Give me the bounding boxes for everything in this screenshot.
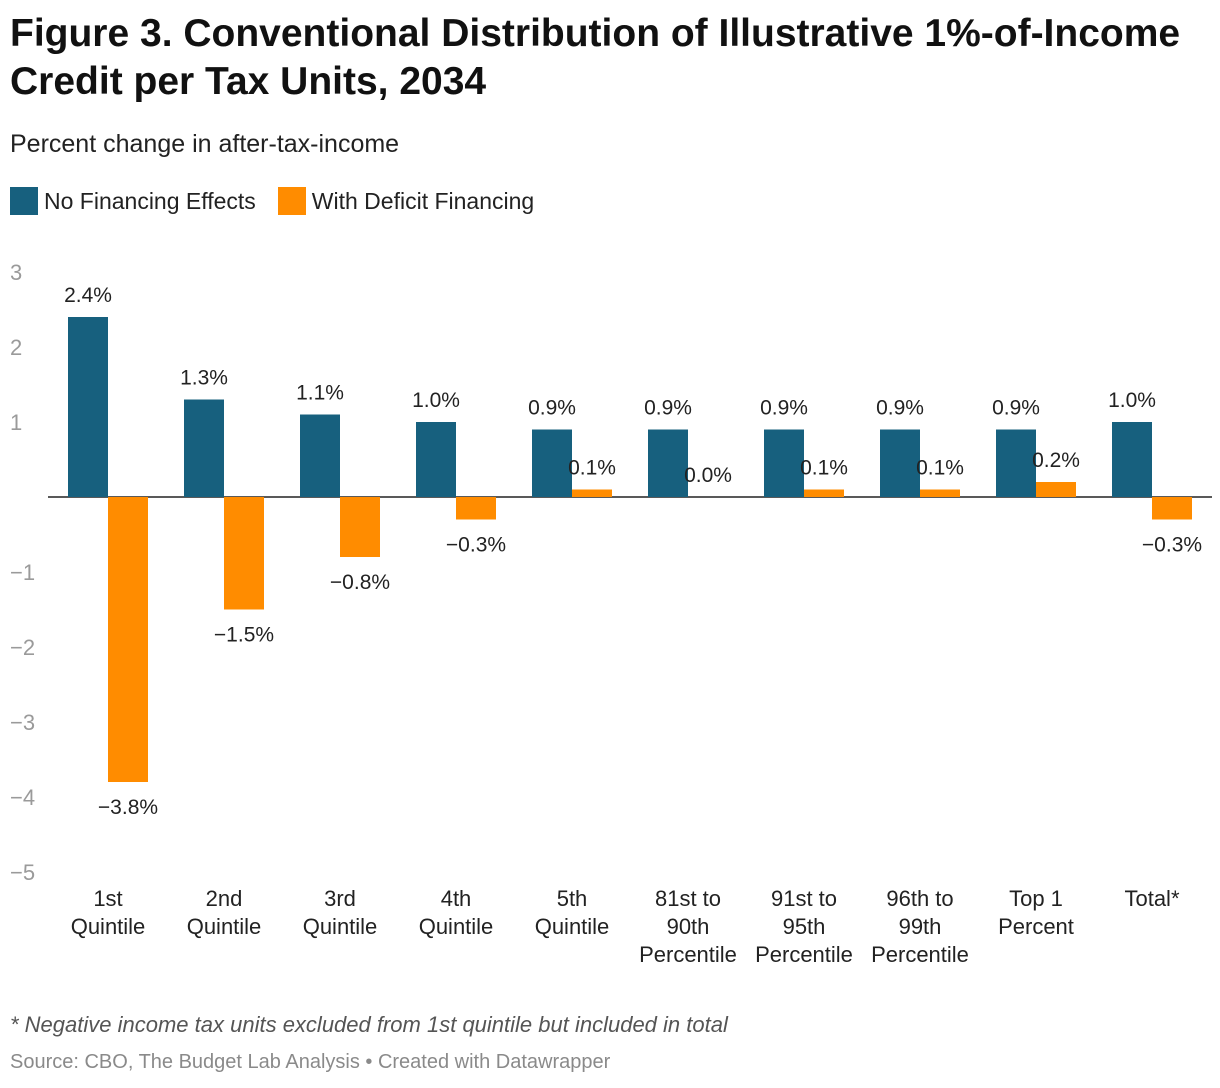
x-category-label-line: Percentile [871, 942, 969, 967]
chart-subtitle: Percent change in after-tax-income [10, 130, 400, 158]
x-category-label: Top 1 Percent [998, 886, 1074, 939]
x-category-label-line: 3rd [324, 886, 356, 911]
bar-deficit-financing [804, 489, 844, 497]
data-label-no-financing: 0.9% [644, 397, 692, 420]
x-category-label: 4th Quintile [419, 886, 494, 939]
bar-no-financing [532, 429, 572, 497]
x-category-label: 5th Quintile [535, 886, 610, 939]
x-category-label-line: 4th [441, 886, 472, 911]
x-category-label: 2nd Quintile [187, 886, 262, 939]
data-label-deficit-financing: 0.1% [568, 457, 616, 480]
bar-no-financing [1112, 422, 1152, 497]
legend-swatch-deficit-financing [277, 187, 306, 215]
legend-label-deficit-financing: With Deficit Financing [311, 187, 535, 214]
y-tick-label: −3 [10, 710, 35, 735]
source-credit: Source: CBO, The Budget Lab Analysis • C… [10, 1051, 611, 1073]
x-category-label: 96th to 99th Percentile [871, 886, 969, 967]
chart-title: Figure 3. Conventional Distribution of I… [10, 12, 1181, 103]
data-label-no-financing: 1.0% [1108, 389, 1156, 412]
legend-label-no-financing: No Financing Effects [44, 187, 256, 214]
bar-deficit-financing [1036, 482, 1076, 497]
y-tick-label: 2 [10, 335, 22, 360]
bar-no-financing [184, 399, 224, 497]
x-category-label-line: Percentile [639, 942, 737, 967]
bar-no-financing [764, 429, 804, 497]
bar-deficit-financing [340, 497, 380, 557]
x-category-label-line: 95th [783, 914, 826, 939]
x-category-label-line: 90th [667, 914, 710, 939]
data-label-deficit-financing: 0.0% [684, 464, 732, 487]
chart-legend: No Financing Effects With Deficit Financ… [10, 187, 556, 215]
x-category-label-line: Quintile [71, 914, 146, 939]
data-label-deficit-financing: −0.8% [330, 571, 390, 594]
y-tick-label: −4 [10, 785, 35, 810]
x-category-label-line: Top 1 [1009, 886, 1063, 911]
data-label-deficit-financing: −0.3% [446, 534, 506, 557]
legend-item-deficit-financing: With Deficit Financing [277, 187, 535, 215]
bar-no-financing [996, 429, 1036, 497]
data-label-deficit-financing: −1.5% [214, 624, 274, 647]
data-label-no-financing: 0.9% [528, 397, 576, 420]
y-tick-label: 1 [10, 410, 22, 435]
bar-no-financing [880, 429, 920, 497]
bar-deficit-financing [920, 489, 960, 497]
x-category-label-line: 99th [899, 914, 942, 939]
x-category-label-line: 2nd [206, 886, 243, 911]
data-label-no-financing: 1.1% [296, 382, 344, 405]
data-label-no-financing: 1.3% [180, 367, 228, 390]
x-category-label-line: Percentile [755, 942, 853, 967]
data-label-no-financing: 0.9% [992, 397, 1040, 420]
y-tick-label: −2 [10, 635, 35, 660]
x-category-label-line: Percent [998, 914, 1074, 939]
bar-no-financing [648, 429, 688, 497]
x-category-label-line: Quintile [535, 914, 610, 939]
bar-deficit-financing [224, 497, 264, 610]
data-label-deficit-financing: −3.8% [98, 796, 158, 819]
data-label-deficit-financing: −0.3% [1142, 534, 1202, 557]
data-label-no-financing: 1.0% [412, 389, 460, 412]
bar-no-financing [416, 422, 456, 497]
y-tick-label: 3 [10, 260, 22, 285]
bar-chart: 3 2 1 −1 −2 −3 −4 −5 2.4% −3.8% 1st Quintile 1.3% −1.… [10, 260, 1212, 967]
legend-item-no-financing: No Financing Effects [10, 187, 256, 215]
y-tick-label: −5 [10, 860, 35, 885]
x-category-label: 91st to 95th Percentile [755, 886, 853, 967]
data-label-no-financing: 2.4% [64, 284, 112, 307]
y-tick-label: −1 [10, 560, 35, 585]
bar-no-financing [68, 317, 108, 497]
legend-swatch-no-financing [10, 187, 38, 215]
bar-deficit-financing [456, 497, 496, 520]
x-category-label-line: 1st [93, 886, 122, 911]
data-label-deficit-financing: 0.1% [800, 457, 848, 480]
x-category-label-line: Quintile [187, 914, 262, 939]
x-category-label-line: Quintile [419, 914, 494, 939]
footnote: * Negative income tax units excluded fro… [10, 1012, 728, 1037]
x-category-label-line: 91st to [771, 886, 837, 911]
bar-deficit-financing [572, 489, 612, 497]
x-category-label-line: 5th [557, 886, 588, 911]
data-label-deficit-financing: 0.2% [1032, 449, 1080, 472]
x-category-label-line: 96th to [886, 886, 953, 911]
x-category-label: 81st to 90th Percentile [639, 886, 737, 967]
x-category-label: 1st Quintile [71, 886, 146, 939]
data-label-no-financing: 0.9% [876, 397, 924, 420]
x-category-label: Total* [1124, 886, 1179, 911]
bar-deficit-financing [108, 497, 148, 782]
x-category-label-line: 81st to [655, 886, 721, 911]
x-category-label-line: Total* [1124, 886, 1179, 911]
x-category-label: 3rd Quintile [303, 886, 378, 939]
x-category-label-line: Quintile [303, 914, 378, 939]
data-label-no-financing: 0.9% [760, 397, 808, 420]
bar-no-financing [300, 414, 340, 497]
bar-deficit-financing [1152, 497, 1192, 520]
data-label-deficit-financing: 0.1% [916, 457, 964, 480]
